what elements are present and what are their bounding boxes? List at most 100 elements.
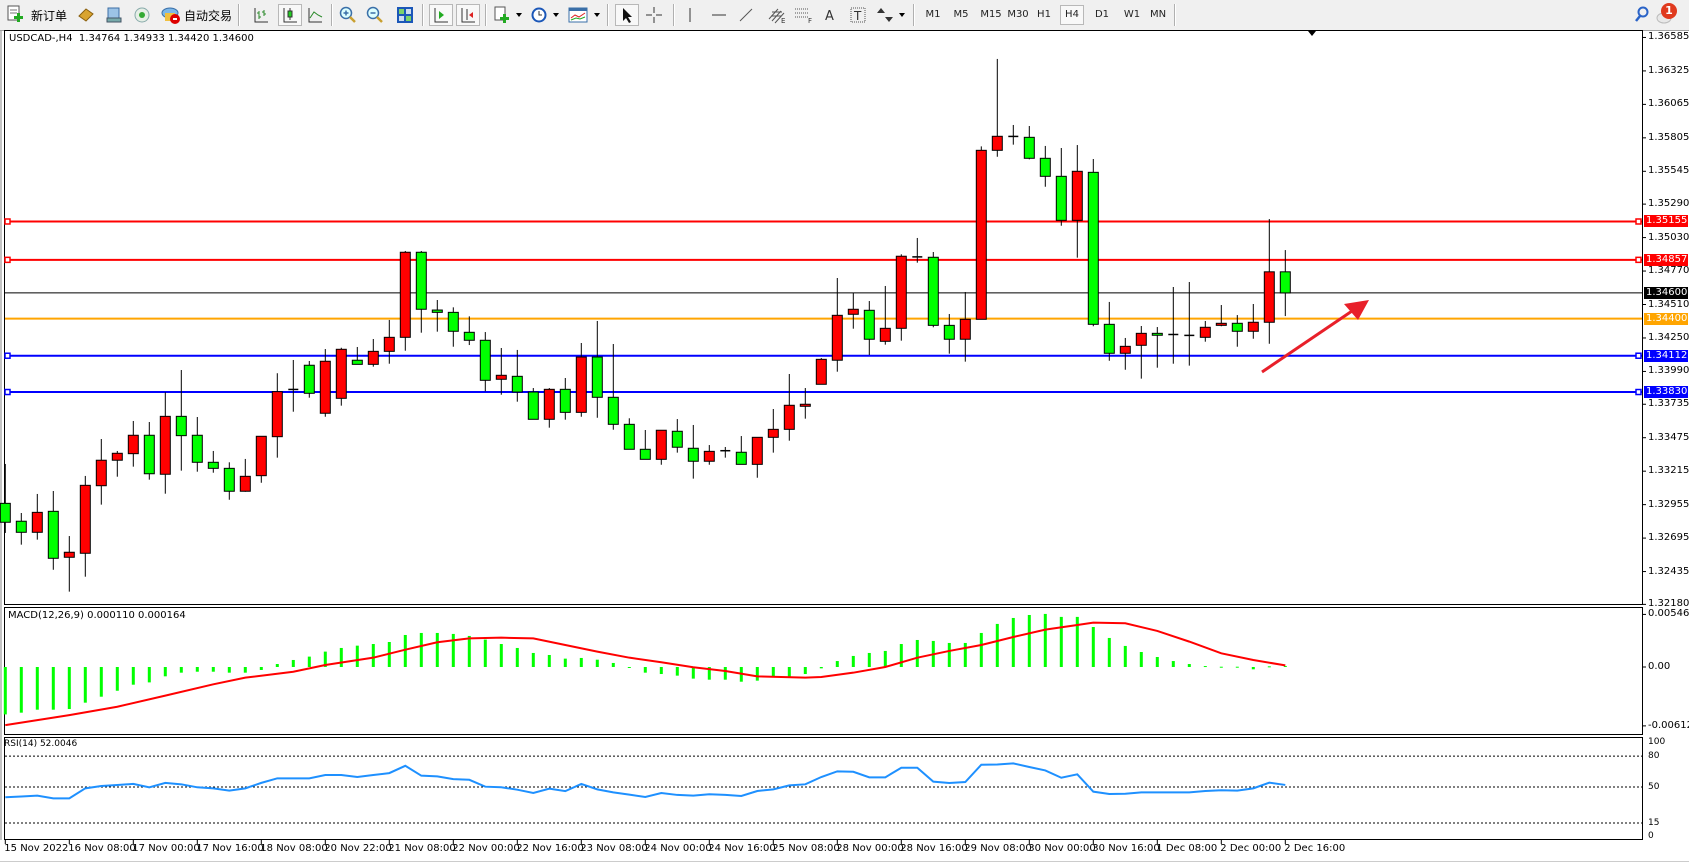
timeframe-h4[interactable]: H4: [1060, 5, 1084, 25]
candle-bearish: [1151, 332, 1163, 336]
candle-bearish: [1103, 323, 1115, 354]
toolbar-separator: [485, 4, 487, 26]
candle-bearish: [735, 451, 747, 465]
rsi-tick-label: 50: [1648, 782, 1660, 792]
navigator-icon[interactable]: [103, 4, 125, 26]
macd-histogram-bar: [1075, 616, 1079, 667]
macd-histogram-bar: [195, 667, 199, 672]
periods-dropdown[interactable]: [553, 13, 559, 17]
price-tick-label: 1.33735: [1648, 398, 1689, 410]
tile-windows-icon[interactable]: [394, 4, 416, 26]
macd-histogram-bar: [707, 667, 711, 680]
candle-bullish: [895, 255, 907, 329]
new-order-button[interactable]: 新订单: [31, 9, 68, 23]
candle-bearish: [143, 434, 155, 475]
bar-chart-icon[interactable]: [250, 4, 272, 26]
chart-shift-icon[interactable]: [456, 4, 480, 26]
time-label: 21 Nov 08:00: [388, 843, 456, 854]
periods-icon[interactable]: [528, 4, 550, 26]
candle-bullish: [95, 459, 107, 487]
price-level-label: 1.35155: [1644, 215, 1688, 228]
candle-bearish: [351, 359, 363, 365]
cursor-icon[interactable]: [615, 4, 639, 26]
price-tick-label: 1.33475: [1648, 431, 1689, 443]
macd-histogram-bar: [483, 639, 487, 667]
candle-bullish: [879, 327, 891, 342]
time-label: 22 Nov 00:00: [452, 843, 520, 854]
auto-scroll-icon[interactable]: [429, 4, 453, 26]
candle-bullish: [319, 360, 331, 414]
chart-window[interactable]: [0, 31, 1689, 863]
candle-bullish: [79, 484, 91, 554]
candle-bullish: [367, 350, 379, 365]
templates-dropdown[interactable]: [594, 13, 600, 17]
level-handle: [4, 256, 11, 264]
macd-histogram-bar: [499, 644, 503, 667]
candle-bearish: [175, 415, 187, 437]
indicators-dropdown[interactable]: [516, 13, 522, 17]
macd-histogram-bar: [563, 658, 567, 667]
macd-histogram-bar: [1027, 614, 1031, 667]
timeframe-h1[interactable]: H1: [1037, 9, 1051, 20]
zoom-out-icon[interactable]: [364, 4, 386, 26]
time-label: 30 Nov 00:00: [1028, 843, 1096, 854]
search-icon[interactable]: [1632, 4, 1652, 26]
horizontal-line-icon[interactable]: [708, 4, 730, 26]
trendline-icon[interactable]: [735, 4, 757, 26]
price-tick-label: 1.32695: [1648, 532, 1689, 544]
text-label-icon[interactable]: T: [847, 4, 869, 26]
time-label: 28 Nov 16:00: [900, 843, 968, 854]
timeframe-mn[interactable]: MN: [1149, 9, 1167, 20]
timeframe-w1[interactable]: W1: [1123, 9, 1141, 20]
market-watch-icon[interactable]: [75, 4, 97, 26]
level-handle: [4, 352, 11, 359]
crosshair-icon[interactable]: [643, 4, 665, 26]
timeframe-d1[interactable]: D1: [1094, 9, 1110, 20]
candle-bullish: [543, 388, 555, 420]
macd-histogram-bar: [659, 667, 663, 675]
templates-icon[interactable]: [567, 4, 589, 26]
candle-bearish: [943, 324, 955, 340]
indicators-icon[interactable]: [491, 4, 513, 26]
arrows-dropdown[interactable]: [899, 13, 905, 17]
macd-histogram-bar: [451, 633, 455, 667]
line-chart-icon[interactable]: [304, 4, 326, 26]
fibonacci-channel-icon[interactable]: E: [765, 4, 789, 26]
macd-histogram-bar: [355, 645, 359, 667]
rsi-tick-label: 100: [1648, 737, 1666, 747]
candle-bullish: [1199, 326, 1211, 338]
candle-bullish: [255, 435, 267, 477]
macd-histogram-bar: [899, 644, 903, 667]
macd-histogram-bar: [947, 642, 951, 667]
candle-bullish: [1071, 170, 1083, 221]
notification-badge[interactable]: 1: [1661, 3, 1677, 19]
time-label: 17 Nov 00:00: [132, 843, 200, 854]
candle-bullish: [783, 404, 795, 430]
price-level-label: 1.34600: [1644, 286, 1688, 299]
arrows-icon[interactable]: [874, 4, 896, 26]
signals-icon[interactable]: [131, 4, 153, 26]
macd-histogram-bar: [1235, 666, 1239, 668]
fibonacci-retracement-icon[interactable]: F: [792, 4, 816, 26]
timeframe-m5[interactable]: M5: [953, 9, 969, 20]
candle-bullish: [975, 149, 987, 320]
candle-bullish: [1263, 271, 1275, 323]
candlestick-chart-icon[interactable]: [278, 4, 302, 26]
timeframe-m1[interactable]: M1: [925, 9, 941, 20]
toolbar-separator: [331, 4, 333, 26]
macd-histogram-bar: [323, 651, 327, 667]
macd-signal-line: [5, 621, 1286, 727]
macd-histogram-bar: [1011, 617, 1015, 667]
timeframe-m30[interactable]: M30: [1007, 9, 1029, 20]
price-tick-label: 1.33215: [1648, 465, 1689, 477]
new-order-icon[interactable]: [4, 4, 26, 26]
toolbar-separator: [607, 4, 609, 26]
auto-trading-button[interactable]: 自动交易: [184, 9, 233, 23]
macd-histogram-bar: [883, 650, 887, 667]
auto-trading-icon[interactable]: [160, 4, 182, 26]
timeframe-m15[interactable]: M15: [980, 9, 1002, 20]
vertical-line-icon[interactable]: [680, 4, 700, 26]
zoom-in-icon[interactable]: [337, 4, 359, 26]
text-icon[interactable]: A: [820, 4, 840, 26]
